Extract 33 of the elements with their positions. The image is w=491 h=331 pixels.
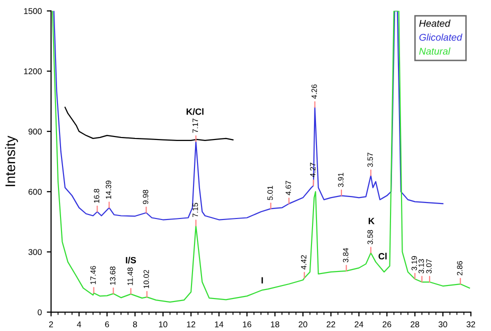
y-tick-label: 600 xyxy=(28,188,42,195)
text: Heated xyxy=(419,20,450,27)
line-series xyxy=(52,10,470,303)
y-tick-label: 1500 xyxy=(24,8,42,14)
x-tick-label: 28 xyxy=(410,321,420,328)
annotation: K xyxy=(368,218,375,224)
x-tick-label: 32 xyxy=(466,321,476,328)
x-tick-label: 14 xyxy=(214,321,224,328)
annotation: I/S xyxy=(126,256,136,264)
y-tick-label: 1200 xyxy=(24,68,42,74)
y-tick-label: 0 xyxy=(38,309,42,316)
annotation: K/Cl xyxy=(186,108,204,115)
line-series xyxy=(64,106,234,141)
annotation: Cl xyxy=(378,252,387,260)
x-tick-label: 8 xyxy=(133,321,137,328)
x-tick-label: 6 xyxy=(105,321,109,328)
x-tick-label: 10 xyxy=(159,321,168,328)
text: Natural xyxy=(419,48,450,55)
x-tick-label: 2 xyxy=(49,321,53,328)
x-tick-label: 22 xyxy=(326,321,336,328)
y-axis-title: Intensity xyxy=(4,136,18,186)
y-tick-label: 900 xyxy=(28,128,42,135)
x-tick-label: 12 xyxy=(187,321,196,328)
x-tick-label: 30 xyxy=(438,321,448,328)
x-tick-label: 4 xyxy=(76,321,82,328)
x-tick-label: 24 xyxy=(354,321,364,328)
text: Glicolated xyxy=(419,34,462,41)
x-tick-label: 16 xyxy=(242,321,252,328)
y-tick-label: 300 xyxy=(28,249,42,255)
x-tick-label: 18 xyxy=(270,321,280,328)
annotation: I xyxy=(262,277,263,284)
x-tick-label: 20 xyxy=(298,321,308,328)
x-tick-label: 26 xyxy=(382,321,392,328)
